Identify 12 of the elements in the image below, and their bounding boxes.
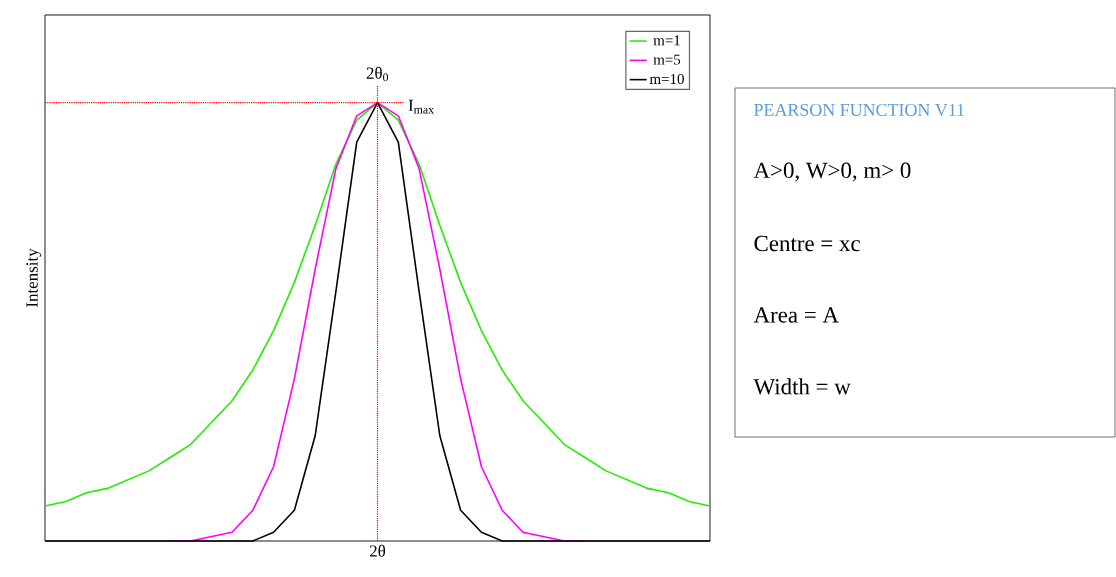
text: 2θ$_{0}$ <box>366 66 389 82</box>
text: Area = A <box>753 307 839 323</box>
text: A>0, W>0, m> 0 <box>753 162 911 182</box>
legend-label: m=10 <box>649 73 684 85</box>
legend-label: m=5 <box>653 54 681 65</box>
text: Centre = xc <box>754 235 860 252</box>
legend-label: m=1 <box>653 35 680 46</box>
text: Width = w <box>753 378 851 395</box>
y-axis-title: Intensity <box>26 248 42 308</box>
ref-line-label: I$_{max}$ <box>408 99 434 114</box>
x-axis-title: 2θ <box>369 544 386 557</box>
text: PEARSON FUNCTION V11 <box>754 103 964 117</box>
